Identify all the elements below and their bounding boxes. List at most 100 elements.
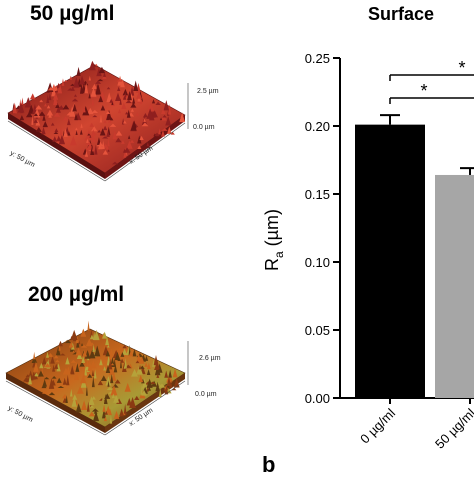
afm-texture-50 [12,60,186,165]
afm-peak [50,122,55,126]
afm-peak [85,338,93,347]
afm-peak [100,375,107,381]
afm-peak [123,147,131,153]
afm-peak [64,339,72,344]
afm-peak [108,408,112,416]
x-tick-label: 50 µg/ml [432,405,474,451]
afm-peak [122,120,127,124]
afm-peak [86,401,90,412]
afm-peak [101,140,105,150]
afm-peak [58,344,61,351]
afm-peak [53,112,61,117]
afm-peak [128,350,134,357]
afm-peak [89,136,97,141]
afm-peak [88,93,91,99]
y-axis-title-unit: (µm) [262,209,282,251]
afm-peak [139,356,145,364]
afm-peak [97,380,104,386]
afm-peak [63,128,68,137]
afm-peak [73,94,77,97]
afm-peak [103,143,109,148]
afm-peak [115,137,122,143]
y-tick-label: 0.05 [305,323,330,338]
afm-peak [105,350,111,357]
afm-peak [166,374,173,382]
afm-peak [90,360,97,369]
afm-peak [65,395,68,404]
afm-peak [106,131,110,137]
afm-peak [96,67,102,77]
afm-peak [89,122,94,127]
afm-peak [53,94,58,106]
afm-peak [105,335,110,345]
afm-peak [74,371,80,381]
afm-peak [129,139,135,143]
afm-peak [167,126,172,134]
afm-peak [103,416,108,422]
afm-peak [87,373,93,378]
afm-peak [105,376,112,386]
afm-peak [105,365,111,373]
afm-peak [68,341,74,348]
afm-peak [137,145,142,150]
panel-title-200: 200 µg/ml [28,283,125,306]
afm-peak [119,408,125,417]
afm-peak [66,366,71,375]
afm-texture-200 [23,320,180,424]
afm-peak [164,385,169,395]
afm-peak [168,369,172,378]
y-axis-title-main: R [262,258,282,271]
afm-peak [79,361,85,367]
afm-peak [80,344,88,348]
afm-peak [91,408,99,412]
afm-peak [146,369,151,375]
afm-peak [106,87,111,90]
afm-peak [123,151,127,158]
afm-peak [88,411,96,417]
afm-peak [84,137,88,141]
afm-peak [89,349,96,359]
y-tick-label: 0.25 [305,51,330,66]
afm-peak [75,130,78,136]
afm-peak [52,136,58,142]
afm-peak [136,91,143,99]
afm-peak [166,376,172,387]
afm-peak [80,342,84,346]
afm-peak [91,97,95,106]
afm-peak [119,98,122,105]
afm-peak [130,102,137,108]
afm-peak [135,112,139,116]
afm-peak [35,127,42,132]
afm-peak [88,75,91,81]
afm-surface-200 [5,320,189,436]
panel-title-50: 50 µg/ml [30,2,115,25]
y-tick-label: 0.00 [305,391,330,406]
afm-peak [37,370,44,377]
afm-peak [33,113,39,117]
afm-peak [146,378,153,388]
y-tick-label: 0.10 [305,255,330,270]
afm-peak [142,113,148,118]
afm-peak [31,356,38,364]
afm-peak [38,111,46,116]
afm-peak [33,119,38,123]
afm-peak [46,94,50,103]
afm-peak [125,111,129,115]
afm-peak [26,114,33,117]
afm-peak [102,72,107,77]
afm-peak [45,90,50,93]
afm-peak [131,368,138,377]
afm-peak [102,408,106,419]
afm-peak [23,377,30,382]
afm-peak [129,397,136,408]
afm-peak [94,345,101,357]
afm-peak [92,344,95,352]
afm-peak [141,378,145,384]
afm-peak [17,102,25,113]
afm-peak [93,369,97,379]
afm-peak [39,99,44,103]
afm-peak [84,150,89,157]
afm-peak [172,368,178,378]
afm-peak [124,91,127,98]
afm-peak [147,102,155,112]
